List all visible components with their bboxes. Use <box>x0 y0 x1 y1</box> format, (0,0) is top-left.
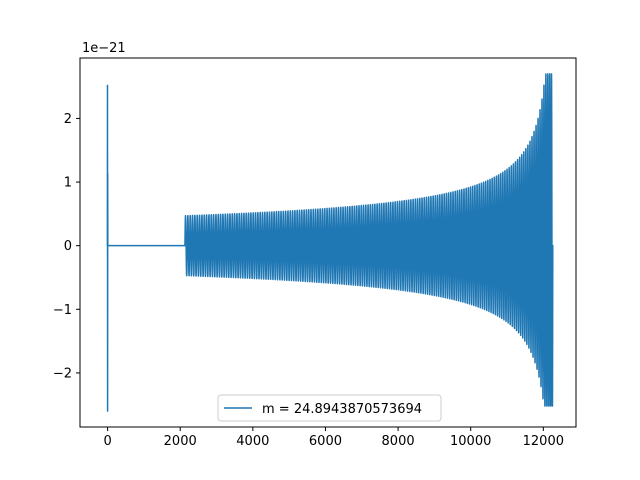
y-tick-label-1: −1 <box>53 303 72 318</box>
x-tick-label-1: 2000 <box>164 434 197 449</box>
x-tick-label-0: 0 <box>103 434 111 449</box>
y-tick-label-0: −2 <box>53 366 72 381</box>
plot-frame <box>79 57 577 428</box>
x-tick-label-3: 6000 <box>309 434 342 449</box>
x-tick-label-5: 10000 <box>450 434 491 449</box>
series-group <box>106 73 554 412</box>
y-offset-label: 1e−21 <box>82 41 126 56</box>
x-axis: 0 2000 4000 6000 8000 10000 12000 <box>103 427 564 449</box>
legend: m = 24.8943870573694 <box>217 394 442 422</box>
legend-entry-label: m = 24.8943870573694 <box>262 402 422 417</box>
x-tick-label-2: 4000 <box>236 434 269 449</box>
y-tick-label-4: 2 <box>64 112 72 127</box>
series-line-waveform <box>106 73 554 412</box>
legend-box <box>217 394 442 422</box>
y-tick-label-3: 1 <box>64 176 72 191</box>
x-tick-label-4: 8000 <box>382 434 415 449</box>
x-tick-label-6: 12000 <box>523 434 564 449</box>
y-tick-label-2: 0 <box>64 239 72 254</box>
y-axis: −2 −1 0 1 2 <box>53 112 80 381</box>
